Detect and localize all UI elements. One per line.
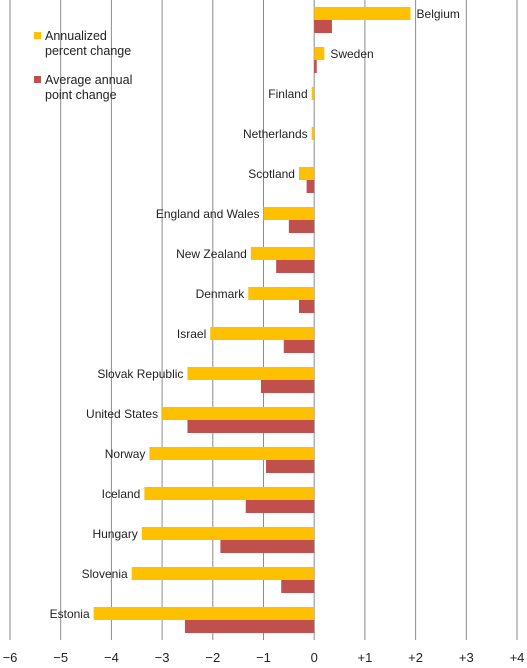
legend-label-annualized-line2: percent change (45, 44, 131, 58)
bar-annualized-3 (311, 127, 315, 140)
bar-annualized-2 (311, 87, 315, 100)
category-label-4: Scotland (248, 167, 295, 181)
category-label-8: Israel (177, 327, 206, 341)
category-label-5: England and Wales (156, 207, 260, 221)
bar-point-change-7 (298, 300, 315, 313)
category-label-11: Norway (105, 447, 146, 461)
bar-point-change-11 (266, 460, 315, 473)
x-axis-ticks: −6 −5 −4 −3 −2 −1 0 +1 +2 +3 +4 (3, 650, 525, 665)
legend-label-point-change-line1: Average annual (45, 73, 132, 87)
bar-point-change-10 (187, 420, 315, 433)
x-tick-label-8: +2 (408, 650, 423, 665)
bar-annualized-8 (210, 327, 315, 340)
bar-point-change-1 (314, 60, 317, 73)
bar-annualized-12 (144, 487, 315, 500)
legend-swatch-point-change (34, 76, 41, 83)
category-label-1: Sweden (330, 47, 373, 61)
bar-annualized-4 (298, 167, 315, 180)
category-label-14: Slovenia (82, 567, 128, 581)
bar-point-change-5 (288, 220, 315, 233)
bar-point-change-13 (220, 540, 315, 553)
bar-annualized-10 (162, 407, 315, 420)
bar-point-change-8 (283, 340, 315, 353)
legend-swatch-annualized (34, 32, 41, 39)
x-tick-label-1: −5 (53, 650, 68, 665)
category-label-2: Finland (268, 87, 307, 101)
bar-annualized-13 (141, 527, 315, 540)
grid-lines (9, 0, 518, 640)
x-tick-label-5: −1 (256, 650, 271, 665)
bar-annualized-15 (93, 607, 315, 620)
bar-point-change-12 (245, 500, 315, 513)
x-tick-label-7: +1 (357, 650, 372, 665)
category-label-13: Hungary (92, 527, 137, 541)
category-labels: Belgium Sweden Finland Netherlands Scotland E… (50, 7, 460, 621)
category-label-9: Slovak Republic (97, 367, 183, 381)
bar-annualized-1 (314, 47, 325, 60)
bars (93, 7, 411, 633)
legend-label-point-change-line2: point change (45, 88, 117, 102)
bar-point-change-9 (260, 380, 315, 393)
bar-annualized-6 (250, 247, 315, 260)
bar-point-change-6 (276, 260, 315, 273)
category-label-15: Estonia (50, 607, 90, 621)
x-tick-label-9: +3 (459, 650, 474, 665)
x-tick-label-2: −4 (104, 650, 119, 665)
legend-label-annualized-line1: Annualized (45, 29, 107, 43)
category-label-0: Belgium (417, 7, 460, 21)
bar-annualized-11 (149, 447, 315, 460)
category-label-3: Netherlands (243, 127, 308, 141)
bar-annualized-9 (187, 367, 315, 380)
bar-annualized-14 (131, 567, 315, 580)
x-tick-label-10: +4 (510, 650, 525, 665)
category-label-6: New Zealand (176, 247, 247, 261)
bar-point-change-15 (184, 620, 315, 633)
category-label-12: Iceland (102, 487, 141, 501)
bar-point-change-0 (314, 20, 332, 33)
x-tick-label-0: −6 (3, 650, 18, 665)
x-tick-label-6: 0 (311, 650, 318, 665)
bar-annualized-7 (248, 287, 315, 300)
bar-annualized-5 (263, 207, 315, 220)
category-label-7: Denmark (196, 287, 246, 301)
bar-annualized-0 (314, 7, 411, 20)
bar-point-change-4 (306, 180, 315, 193)
bar-point-change-14 (281, 580, 315, 593)
legend: Annualized percent change Average annual… (34, 29, 132, 102)
x-tick-label-3: −3 (155, 650, 170, 665)
x-tick-label-4: −2 (205, 650, 220, 665)
category-label-10: United States (86, 407, 158, 421)
